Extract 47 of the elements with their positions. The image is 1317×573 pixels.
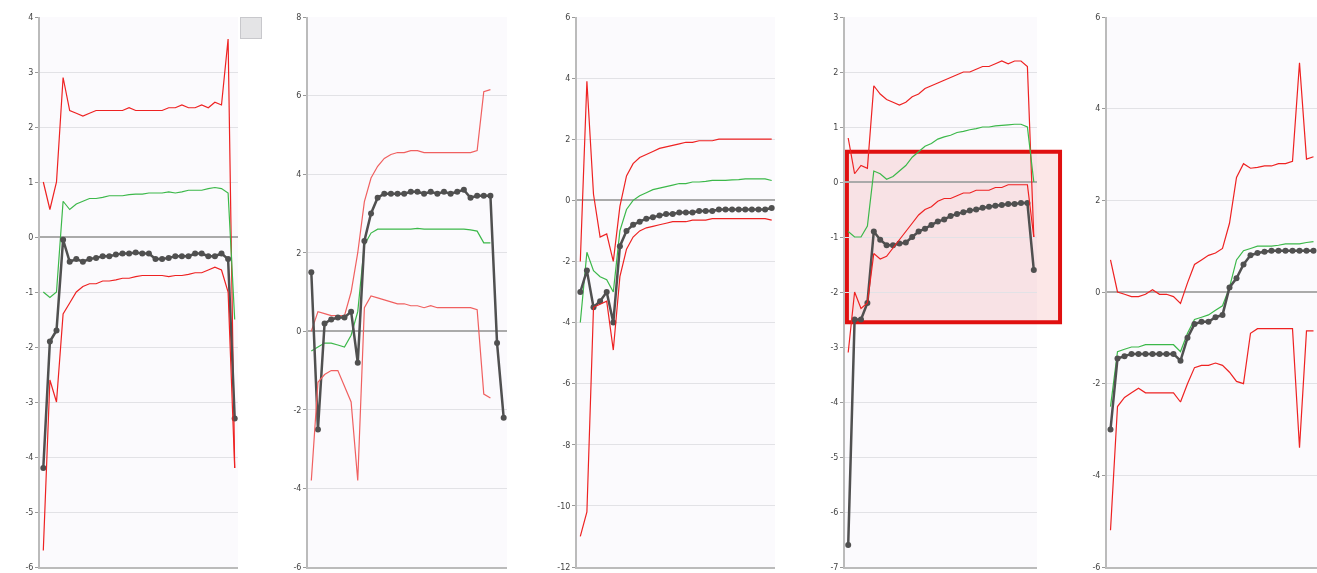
- y-tick-label: 2: [296, 248, 302, 258]
- y-tick-label: -6: [562, 379, 571, 389]
- y-tick-label: -4: [830, 397, 839, 407]
- y-tick-label: 3: [28, 67, 34, 77]
- y-tick-label: -7: [830, 562, 839, 572]
- y-tick-label: -4: [293, 484, 302, 494]
- y-tick-label: -2: [293, 405, 302, 415]
- y-tick-label: 4: [296, 169, 302, 179]
- y-tick-label: 6: [1095, 12, 1101, 22]
- y-tick-label: 4: [565, 73, 571, 83]
- y-tick-label: 2: [1095, 196, 1101, 206]
- y-tick-label: -6: [25, 562, 34, 572]
- y-tick-label: 0: [296, 327, 302, 337]
- y-tick-label: 3: [833, 12, 839, 22]
- y-tick-label: 2: [565, 135, 571, 145]
- y-tick-label: 0: [1095, 287, 1101, 297]
- y-tick-label: 1: [833, 122, 839, 132]
- y-tick-label: -5: [830, 452, 839, 462]
- y-tick-label: -6: [830, 507, 839, 517]
- y-tick-label: -4: [562, 318, 571, 328]
- y-tick-label: -6: [293, 562, 302, 572]
- y-tick-label: 8: [296, 12, 302, 22]
- y-tick-label: 1: [28, 177, 34, 187]
- y-tick-label: -6: [1092, 562, 1101, 572]
- y-tick-label: -2: [830, 287, 839, 297]
- y-tick-label: -2: [562, 257, 571, 267]
- y-tick-label: -4: [1092, 471, 1101, 481]
- y-tick-label: 0: [833, 177, 839, 187]
- y-tick-label: -2: [1092, 379, 1101, 389]
- y-tick-label: -12: [557, 562, 571, 572]
- y-tick-label: -1: [830, 232, 839, 242]
- y-tick-label: 2: [28, 122, 34, 132]
- y-tick-label: -3: [830, 342, 839, 352]
- y-tick-label: -4: [25, 452, 34, 462]
- y-tick-label: -8: [562, 440, 571, 450]
- y-tick-label: 6: [565, 12, 571, 22]
- y-tick-label: -10: [557, 501, 571, 511]
- y-tick-label: -2: [25, 342, 34, 352]
- y-tick-label: 4: [28, 12, 34, 22]
- y-tick-label: 4: [1095, 104, 1101, 114]
- y-tick-label: -1: [25, 287, 34, 297]
- y-tick-label: 2: [833, 67, 839, 77]
- y-tick-label: 0: [565, 196, 571, 206]
- y-tick-label: -5: [25, 507, 34, 517]
- y-tick-label: 0: [28, 232, 34, 242]
- y-tick-label: -3: [25, 397, 34, 407]
- y-tick-label: 6: [296, 91, 302, 101]
